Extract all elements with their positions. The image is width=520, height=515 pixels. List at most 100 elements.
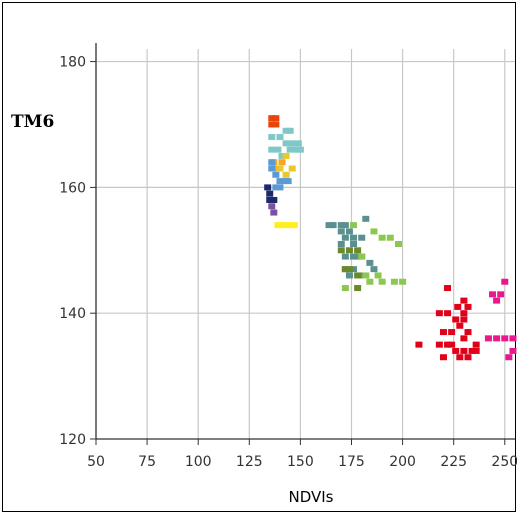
y-tick-label: 160 bbox=[59, 180, 86, 196]
x-tick-label: 100 bbox=[185, 454, 212, 470]
data-point bbox=[274, 222, 282, 229]
data-point bbox=[276, 178, 284, 185]
x-tick-label: 175 bbox=[338, 454, 365, 470]
data-point bbox=[276, 165, 284, 172]
data-point bbox=[341, 222, 349, 229]
data-point bbox=[282, 171, 290, 178]
data-point bbox=[270, 196, 278, 203]
data-point bbox=[390, 278, 398, 285]
data-point bbox=[268, 115, 276, 122]
x-axis-label: NDVIs bbox=[288, 488, 333, 506]
data-point bbox=[350, 253, 358, 260]
data-point bbox=[276, 184, 284, 191]
data-point bbox=[472, 341, 480, 348]
data-point bbox=[501, 335, 509, 342]
data-point bbox=[294, 140, 302, 147]
data-point bbox=[505, 354, 513, 361]
data-point bbox=[448, 329, 456, 336]
data-point bbox=[439, 329, 447, 336]
data-point bbox=[288, 140, 296, 147]
data-point bbox=[268, 203, 276, 210]
data-point bbox=[509, 335, 517, 342]
data-point bbox=[282, 127, 290, 134]
data-point bbox=[276, 134, 284, 141]
data-point bbox=[350, 222, 358, 229]
data-point bbox=[493, 297, 501, 304]
data-point bbox=[362, 272, 370, 279]
x-tick-label: 150 bbox=[287, 454, 314, 470]
data-point bbox=[509, 347, 517, 354]
data-point bbox=[286, 222, 294, 229]
x-tick-label: 200 bbox=[389, 454, 416, 470]
scatter-plot: 50 75 100 125 150 175 200 225 250 120 140 160 180 TM… bbox=[11, 43, 517, 506]
data-point bbox=[493, 335, 501, 342]
data-point bbox=[366, 259, 374, 266]
data-point bbox=[460, 316, 468, 323]
tick-labels: 50 75 100 125 150 175 200 225 250 120 140 160 180 bbox=[59, 55, 517, 470]
data-point bbox=[268, 134, 276, 141]
data-point bbox=[282, 152, 290, 159]
data-point bbox=[268, 159, 276, 166]
data-point bbox=[341, 253, 349, 260]
data-point bbox=[460, 297, 468, 304]
data-point bbox=[266, 196, 274, 203]
data-point bbox=[362, 215, 370, 222]
data-point bbox=[284, 178, 292, 185]
data-point bbox=[286, 146, 294, 153]
data-point bbox=[350, 266, 358, 273]
data-point bbox=[444, 310, 452, 317]
data-point bbox=[460, 310, 468, 317]
data-point bbox=[296, 146, 304, 153]
data-point bbox=[497, 291, 505, 298]
data-point bbox=[468, 347, 476, 354]
data-point bbox=[272, 115, 280, 122]
x-tick-label: 50 bbox=[87, 454, 105, 470]
data-point bbox=[358, 253, 366, 260]
data-point bbox=[464, 354, 472, 361]
data-point bbox=[370, 266, 378, 273]
data-point bbox=[337, 228, 345, 235]
data-point bbox=[341, 234, 349, 241]
data-point bbox=[435, 341, 443, 348]
data-point bbox=[501, 278, 509, 285]
data-points bbox=[264, 115, 517, 361]
data-point bbox=[268, 146, 276, 153]
data-point bbox=[354, 247, 362, 254]
data-point bbox=[268, 121, 276, 128]
data-point bbox=[394, 241, 402, 247]
data-point bbox=[278, 152, 286, 159]
data-point bbox=[354, 272, 362, 279]
data-point bbox=[278, 222, 286, 229]
data-point bbox=[448, 341, 456, 348]
y-tick-label: 180 bbox=[59, 55, 86, 71]
data-point bbox=[282, 140, 290, 147]
data-point bbox=[439, 354, 447, 361]
data-point bbox=[266, 190, 274, 197]
data-point bbox=[341, 285, 349, 292]
data-point bbox=[444, 341, 452, 348]
data-point bbox=[292, 146, 300, 153]
data-point bbox=[278, 159, 286, 166]
data-point bbox=[386, 234, 394, 241]
data-point bbox=[358, 272, 366, 279]
y-tick-label: 120 bbox=[59, 432, 86, 448]
data-point bbox=[286, 127, 294, 134]
data-point bbox=[370, 228, 378, 235]
data-point bbox=[272, 121, 280, 128]
data-point bbox=[378, 234, 386, 241]
data-point bbox=[472, 347, 480, 354]
data-point bbox=[270, 209, 278, 216]
data-point bbox=[350, 241, 358, 247]
data-point bbox=[345, 272, 353, 279]
data-point bbox=[337, 241, 345, 247]
data-point bbox=[464, 329, 472, 336]
data-point bbox=[280, 178, 288, 185]
data-point bbox=[378, 278, 386, 285]
data-point bbox=[290, 222, 298, 229]
x-tick-label: 250 bbox=[491, 454, 517, 470]
data-point bbox=[456, 322, 464, 329]
data-point bbox=[484, 335, 492, 342]
data-point bbox=[288, 165, 296, 172]
data-point bbox=[454, 303, 462, 310]
